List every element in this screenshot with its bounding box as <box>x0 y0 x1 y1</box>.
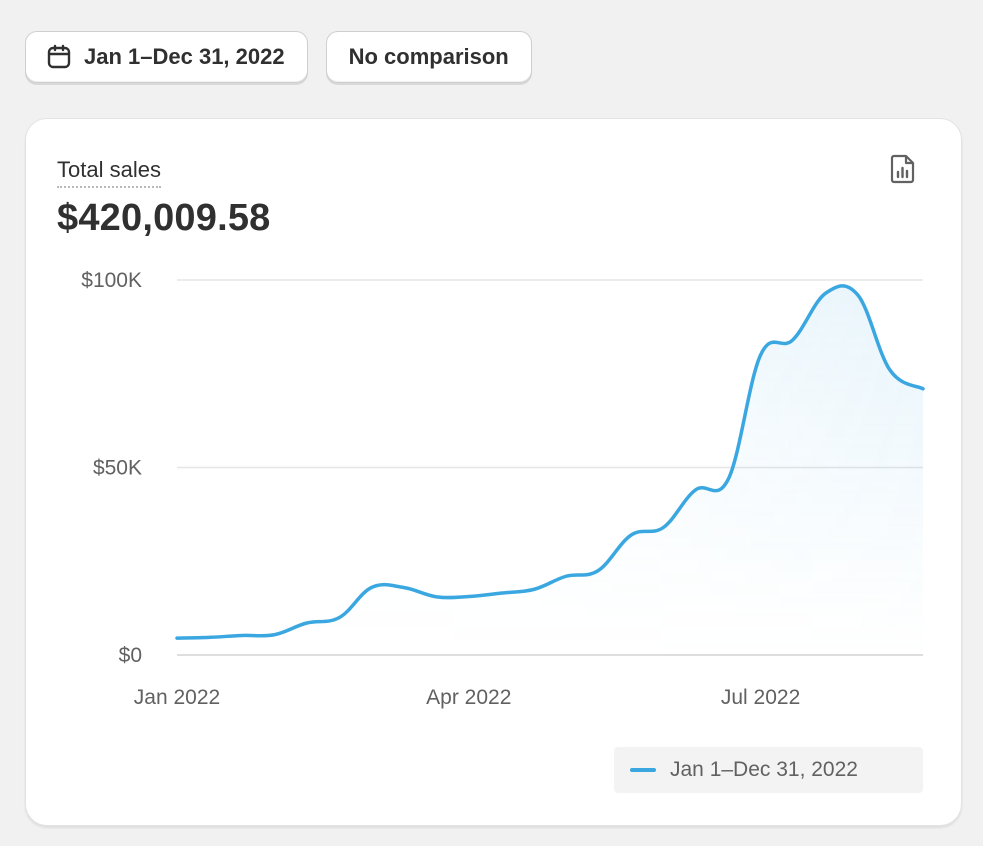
x-tick-label: Apr 2022 <box>426 686 511 709</box>
total-sales-card: Total sales $420,009.58 <box>25 118 962 826</box>
report-chart-icon <box>890 154 916 189</box>
chart-legend[interactable]: Jan 1–Dec 31, 2022 <box>614 747 923 793</box>
date-range-label: Jan 1–Dec 31, 2022 <box>84 44 285 69</box>
series-area <box>177 285 923 655</box>
legend-swatch <box>630 768 656 772</box>
calendar-icon <box>46 44 72 70</box>
metric-label[interactable]: Total sales <box>57 157 161 188</box>
toolbar: Jan 1–Dec 31, 2022 No comparison <box>25 31 532 83</box>
legend-label: Jan 1–Dec 31, 2022 <box>670 758 858 781</box>
x-tick-label: Jan 2022 <box>134 686 220 709</box>
export-report-button[interactable] <box>887 153 919 189</box>
y-tick-label: $100K <box>81 269 142 292</box>
y-tick-label: $50K <box>93 457 142 480</box>
comparison-label: No comparison <box>348 44 509 69</box>
date-range-button[interactable]: Jan 1–Dec 31, 2022 <box>25 31 308 83</box>
series-line[interactable] <box>175 284 925 640</box>
x-tick-label: Jul 2022 <box>721 686 800 709</box>
comparison-button[interactable]: No comparison <box>325 31 532 83</box>
y-tick-label: $0 <box>119 644 142 667</box>
metric-value: $420,009.58 <box>57 197 271 239</box>
